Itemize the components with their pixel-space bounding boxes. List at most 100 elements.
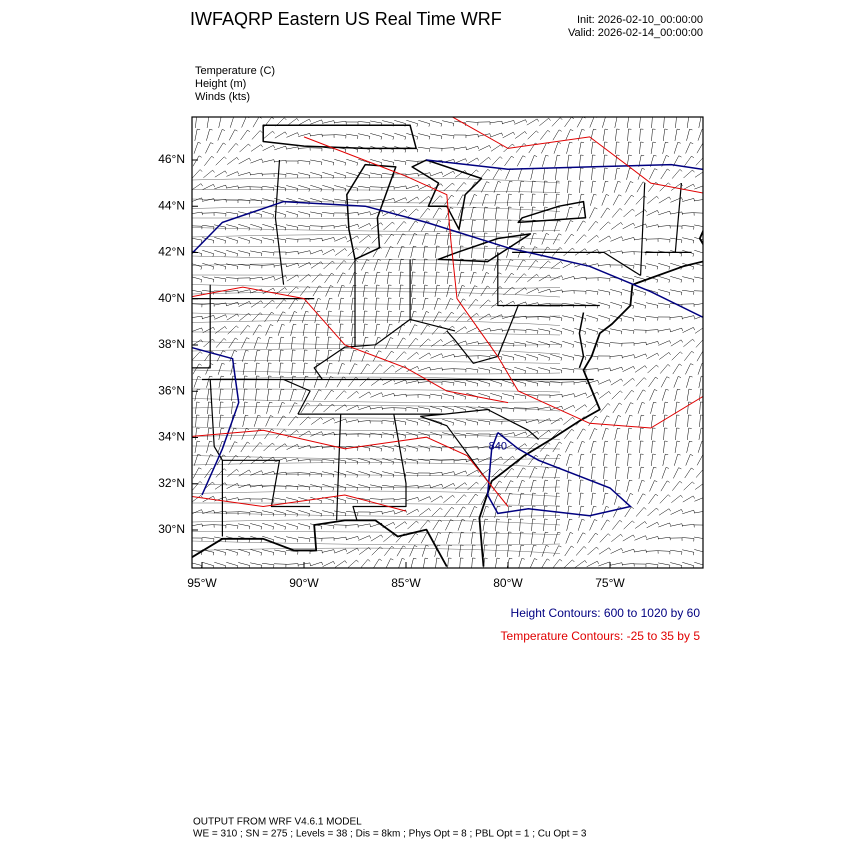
wind-barb: [601, 427, 609, 440]
wind-barb: [457, 285, 465, 297]
wind-barb: [430, 120, 443, 127]
wind-barb: [574, 354, 587, 361]
lat-label: 46°N: [158, 152, 185, 166]
wind-barb: [586, 355, 599, 360]
wind-barb: [418, 484, 431, 488]
wind-barb: [265, 415, 274, 427]
wind-barb: [243, 375, 248, 388]
wind-barb: [622, 548, 635, 554]
wind-barb: [195, 401, 200, 414]
wind-barb: [214, 237, 227, 244]
lake: [437, 233, 532, 263]
wind-barb: [262, 456, 275, 464]
wind-barb: [662, 401, 669, 414]
wind-barb: [574, 315, 587, 322]
county-line: [192, 398, 561, 403]
wind-barb: [495, 544, 500, 557]
wind-barb: [418, 133, 431, 140]
wind-barb: [513, 407, 527, 412]
wind-barb: [434, 284, 441, 297]
wind-barb: [682, 327, 695, 333]
wind-barb: [658, 289, 671, 296]
wind-barb: [420, 324, 430, 336]
wind-barb: [265, 324, 274, 336]
wind-barb: [554, 206, 561, 219]
wind-barb: [453, 134, 467, 139]
wind-barb: [430, 353, 443, 359]
wind-barb: [658, 302, 671, 308]
wind-barb: [565, 532, 574, 544]
wind-barb: [627, 128, 632, 142]
wind-barb: [502, 432, 515, 436]
wind-barb: [267, 375, 272, 389]
wind-barb: [493, 181, 501, 193]
wind-barb: [274, 237, 287, 243]
wind-barb: [531, 180, 536, 193]
lat-label: 36°N: [158, 383, 185, 397]
wind-barb: [681, 212, 695, 216]
wind-barb: [346, 185, 359, 192]
wind-barb: [646, 352, 659, 360]
wind-barb: [682, 276, 695, 283]
wind-barb: [298, 509, 311, 517]
wind-barb: [694, 497, 703, 502]
wind-barb: [599, 391, 611, 399]
wind-barb: [192, 467, 202, 479]
wind-barb: [322, 549, 335, 553]
wind-barb: [418, 172, 431, 176]
wind-barb: [506, 180, 513, 193]
wind-barb: [541, 233, 550, 245]
wind-barb: [303, 362, 308, 375]
wind-barb: [393, 485, 407, 490]
wind-barb: [625, 181, 634, 193]
wind-barb: [480, 285, 490, 297]
wind-barb: [598, 302, 611, 309]
wind-barb: [490, 393, 503, 400]
wind-barb: [646, 536, 659, 540]
wind-barb: [566, 154, 572, 167]
wind-barb: [623, 208, 635, 218]
wind-barb: [429, 147, 443, 152]
wind-barb: [696, 142, 703, 154]
wind-barb: [360, 559, 371, 568]
wind-barb: [466, 380, 479, 387]
wind-barb: [406, 406, 419, 412]
wind-barb: [322, 159, 335, 166]
wind-barb: [687, 401, 692, 415]
wind-barb: [515, 131, 527, 139]
wind-barb: [195, 427, 200, 440]
wind-barb: [626, 154, 632, 167]
wind-barb: [410, 310, 417, 323]
wind-barb: [670, 339, 683, 347]
wind-barb: [372, 350, 382, 362]
wind-barb: [219, 401, 224, 415]
state-line: [313, 318, 456, 380]
wind-barb: [622, 289, 635, 296]
wind-barb: [339, 323, 344, 337]
county-line: [192, 547, 561, 554]
wind-barb: [348, 259, 358, 271]
wind-barb: [218, 375, 225, 388]
wind-barb: [262, 562, 275, 568]
wind-barb: [369, 186, 383, 191]
wind-barb: [602, 128, 608, 141]
wind-barb: [622, 302, 635, 309]
wind-barb: [625, 402, 634, 414]
wind-barb: [195, 414, 200, 428]
wind-barb: [622, 534, 635, 542]
wind-barb: [514, 315, 527, 320]
wind-barb: [638, 154, 645, 167]
wind-barb: [285, 160, 299, 165]
wind-barb: [407, 208, 419, 218]
wind-barb: [526, 380, 539, 387]
wind-barb: [286, 497, 299, 504]
wind-barb: [574, 248, 587, 256]
wind-barb: [250, 223, 263, 231]
wind-barb: [358, 391, 371, 399]
wind-barb: [227, 325, 239, 335]
wind-barb: [564, 117, 575, 128]
field-label: Temperature (C): [195, 65, 275, 77]
wind-barb: [382, 146, 395, 153]
wind-barb: [633, 563, 647, 568]
wind-barb: [489, 342, 503, 347]
